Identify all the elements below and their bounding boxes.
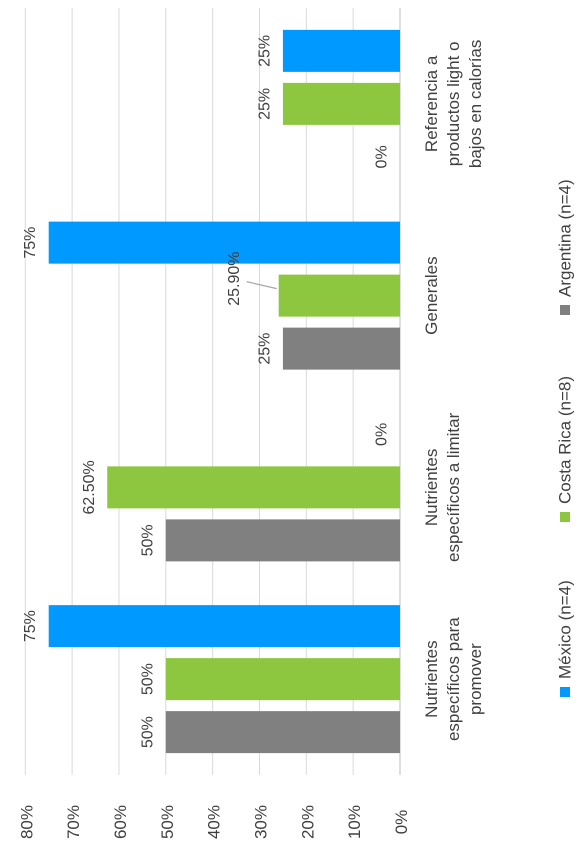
bar: [165, 658, 400, 701]
category-label-line: Generales: [422, 256, 441, 334]
leader-line: [246, 281, 277, 290]
tick-label: 20%: [298, 805, 317, 839]
tick-label: 50%: [158, 805, 177, 839]
bar: [278, 274, 400, 317]
tick-label: 60%: [111, 805, 130, 839]
legend-label: México (n=4): [556, 580, 575, 679]
bar: [107, 466, 400, 509]
data-labels: 75% 0% 75% 25% 50% 62.50% 25.90% 25% 50% 50% 25% 0%: [22, 35, 390, 748]
data-label: 62.50%: [81, 460, 98, 514]
bar: [165, 711, 400, 754]
data-label: 75%: [22, 227, 39, 259]
legend-swatch: [560, 687, 570, 697]
data-label: 50%: [139, 524, 156, 556]
tick-label: 70%: [64, 805, 83, 839]
tick-label: 80%: [17, 805, 36, 839]
bar: [282, 327, 400, 370]
legend-swatch: [560, 305, 570, 315]
legend-label: Costa Rica (n=8): [556, 376, 575, 504]
category-label: Generales: [422, 256, 441, 334]
data-label: 25%: [256, 35, 273, 67]
category-label: Nutrientes específicos a limitar: [422, 412, 463, 562]
gridlines: [24, 8, 401, 775]
category-label-line: Referencia a: [422, 55, 441, 152]
category-label-line: productos light o: [444, 42, 463, 167]
tick-label: 10%: [345, 805, 364, 839]
category-label: Referencia a productos light o bajos en ca…: [422, 40, 485, 169]
data-label: 50%: [139, 716, 156, 748]
bar: [282, 82, 400, 125]
category-label-line: Nutrientes: [422, 640, 441, 717]
category-label: Nutrientes específicos para promover: [422, 617, 485, 741]
category-axis: Nutrientes específicos para promoverNutrie…: [422, 40, 485, 741]
category-label-line: bajos en calorías: [466, 40, 485, 169]
category-label-line: Nutrientes: [422, 449, 441, 526]
category-label-line: específicos a limitar: [444, 412, 463, 562]
data-label: 75%: [22, 610, 39, 642]
data-label: 0%: [374, 423, 391, 446]
legend-label: Argentina (n=4): [556, 179, 575, 297]
data-label: 25%: [256, 88, 273, 120]
bar: [282, 29, 400, 72]
value-axis: 0% 10% 20% 30% 40% 50% 60% 70% 80%: [17, 805, 411, 839]
data-label: 0%: [374, 145, 391, 168]
data-label: 50%: [139, 663, 156, 695]
category-label-line: específicos para: [444, 617, 463, 741]
bar: [48, 221, 400, 264]
data-label: 25%: [256, 333, 273, 365]
legend: México (n=4) Costa Rica (n=8) Argentina (n…: [556, 179, 575, 697]
bar: [165, 519, 400, 562]
tick-label: 30%: [251, 805, 270, 839]
tick-label: 40%: [205, 805, 224, 839]
bars: [48, 29, 400, 754]
data-label: 25.90%: [226, 251, 243, 305]
category-label-line: promover: [466, 643, 485, 715]
legend-swatch: [560, 512, 570, 522]
tick-label: 0%: [392, 810, 411, 835]
bar: [48, 605, 400, 648]
